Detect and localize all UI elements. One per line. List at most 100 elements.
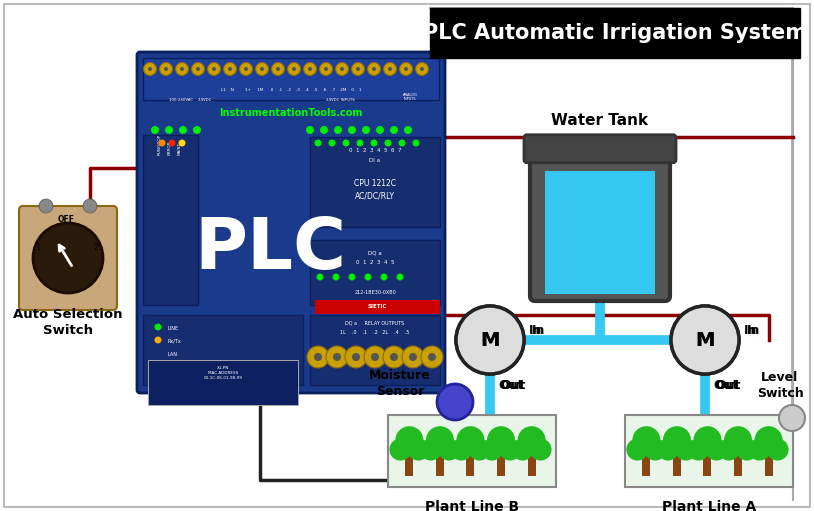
Circle shape	[399, 140, 405, 147]
Circle shape	[164, 67, 168, 71]
Circle shape	[239, 62, 252, 76]
Bar	[310, 315, 440, 385]
Circle shape	[404, 126, 412, 134]
Circle shape	[260, 67, 264, 71]
Text: X1-PN
MAC ADDRESS
00-1C-06-01-98-99: X1-PN MAC ADDRESS 00-1C-06-01-98-99	[204, 366, 243, 380]
Text: SIETIC: SIETIC	[367, 305, 387, 310]
Circle shape	[332, 273, 339, 281]
FancyBboxPatch shape	[524, 135, 676, 162]
Circle shape	[320, 126, 328, 134]
Circle shape	[324, 67, 328, 71]
Circle shape	[706, 438, 728, 460]
Circle shape	[155, 323, 161, 331]
Circle shape	[33, 223, 103, 293]
Text: L1    N         1+     1M     .0    .1    .2    .3    .4    .5    .6    .7    2M: L1 N 1+ 1M .0 .1 .2 .3 .4 .5 .6 .7 2M	[221, 88, 361, 92]
Circle shape	[380, 273, 387, 281]
Bar	[436, 448, 444, 476]
Circle shape	[487, 426, 515, 454]
Circle shape	[675, 438, 697, 460]
Circle shape	[457, 426, 484, 454]
Bar	[405, 448, 414, 476]
Circle shape	[530, 438, 552, 460]
Circle shape	[348, 273, 356, 281]
Circle shape	[244, 67, 248, 71]
Text: InstrumentationTools.com: InstrumentationTools.com	[219, 108, 363, 118]
Circle shape	[191, 62, 204, 76]
Circle shape	[718, 438, 740, 460]
Circle shape	[357, 140, 364, 147]
Circle shape	[212, 67, 216, 71]
Circle shape	[390, 126, 398, 134]
Circle shape	[345, 346, 367, 368]
Bar	[388, 415, 556, 487]
Circle shape	[627, 438, 649, 460]
Circle shape	[292, 67, 296, 71]
Bar	[143, 135, 198, 305]
Circle shape	[272, 62, 285, 76]
Circle shape	[356, 67, 360, 71]
Circle shape	[384, 140, 392, 147]
Circle shape	[179, 126, 187, 134]
Circle shape	[694, 426, 721, 454]
Text: RUN/STOP: RUN/STOP	[158, 134, 162, 155]
Circle shape	[426, 426, 454, 454]
Text: Water Tank: Water Tank	[551, 113, 649, 128]
Text: Auto Selection
Switch: Auto Selection Switch	[13, 309, 123, 337]
Circle shape	[193, 126, 201, 134]
Circle shape	[421, 346, 443, 368]
Circle shape	[657, 438, 679, 460]
Circle shape	[469, 438, 491, 460]
Text: M: M	[695, 331, 715, 350]
Text: DQ a: DQ a	[368, 250, 382, 256]
Circle shape	[180, 67, 184, 71]
Circle shape	[155, 337, 161, 343]
Circle shape	[317, 273, 323, 281]
Circle shape	[314, 140, 322, 147]
Text: Out: Out	[498, 380, 523, 392]
Circle shape	[352, 353, 360, 361]
Circle shape	[224, 62, 237, 76]
Circle shape	[396, 273, 404, 281]
Bar	[143, 315, 303, 385]
Circle shape	[450, 438, 472, 460]
Bar	[673, 448, 681, 476]
Bar	[466, 448, 475, 476]
Circle shape	[143, 62, 156, 76]
Bar	[764, 448, 772, 476]
Bar	[430, 8, 800, 58]
Circle shape	[724, 426, 752, 454]
FancyBboxPatch shape	[530, 151, 670, 301]
Text: 0  1  2  3  4  5: 0 1 2 3 4 5	[356, 261, 394, 266]
Circle shape	[389, 438, 411, 460]
Circle shape	[329, 140, 335, 147]
Bar	[143, 58, 439, 100]
Circle shape	[159, 140, 165, 147]
Circle shape	[276, 67, 280, 71]
Circle shape	[779, 405, 805, 431]
Text: MAINT: MAINT	[178, 142, 182, 155]
Text: 24VDC INPUTS: 24VDC INPUTS	[326, 98, 354, 102]
Circle shape	[196, 67, 200, 71]
Circle shape	[340, 67, 344, 71]
Circle shape	[326, 346, 348, 368]
Circle shape	[396, 426, 423, 454]
Circle shape	[308, 67, 312, 71]
Circle shape	[402, 346, 424, 368]
Bar	[734, 448, 742, 476]
Circle shape	[736, 438, 758, 460]
Circle shape	[671, 306, 739, 374]
Circle shape	[256, 62, 269, 76]
Circle shape	[415, 62, 428, 76]
Circle shape	[645, 438, 667, 460]
Circle shape	[287, 62, 300, 76]
Circle shape	[671, 306, 739, 374]
Circle shape	[390, 353, 398, 361]
Circle shape	[409, 353, 417, 361]
Text: In: In	[529, 323, 542, 337]
Text: Moisture
Sensor: Moisture Sensor	[369, 369, 431, 399]
Circle shape	[343, 140, 349, 147]
Text: DQ a     RELAY OUTPUTS: DQ a RELAY OUTPUTS	[345, 320, 405, 326]
Circle shape	[688, 438, 710, 460]
Circle shape	[307, 346, 329, 368]
Circle shape	[151, 126, 159, 134]
